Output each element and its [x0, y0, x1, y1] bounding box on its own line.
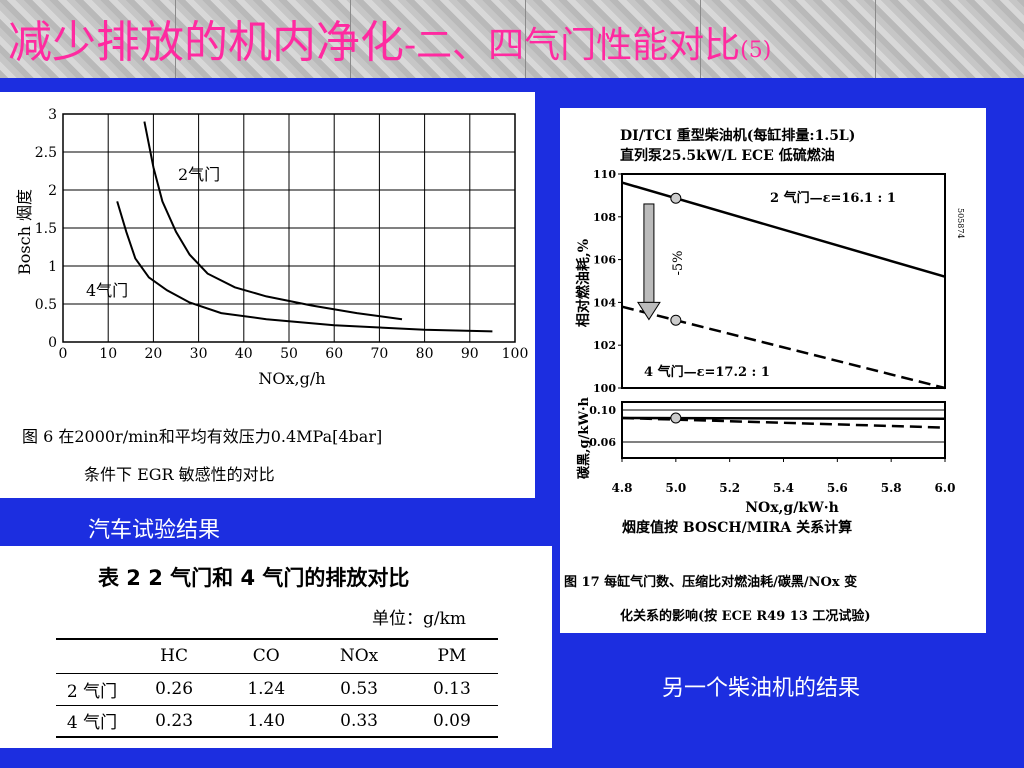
figure-caption-line1: 图 17 每缸气门数、压缩比对燃油耗/碳黑/NOx 变: [564, 574, 857, 590]
tile-divider: [700, 0, 701, 78]
tile-divider: [875, 0, 876, 78]
chart-header-line1: DI/TCI 重型柴油机(每缸排量:1.5L): [620, 127, 855, 144]
chart-panel-diesel: DI/TCI 重型柴油机(每缸排量:1.5L) 直列泵25.5kW/L ECE …: [560, 108, 986, 633]
table-cell: 0.26: [155, 679, 194, 699]
figure-caption-line2: 化关系的影响(按 ECE R49 13 工况试验): [620, 608, 871, 624]
soot-marker: [670, 412, 682, 424]
plot-frame: [621, 173, 946, 389]
y-tick-label: 110: [593, 168, 616, 181]
tile-divider: [175, 0, 176, 78]
x-tick-label: 70: [370, 346, 388, 362]
y-tick-label: 0: [48, 335, 57, 351]
y-axis-label-fuel: 相对燃油耗,%: [575, 239, 592, 327]
table-cell: 0.09: [432, 710, 471, 731]
y-tick-label: 102: [593, 339, 616, 352]
diesel-chart: DI/TCI 重型柴油机(每缸排量:1.5L) 直列泵25.5kW/L ECE …: [564, 127, 965, 624]
x-axis-label: NOx,g/kW·h: [745, 500, 839, 516]
y-tick-label: 106: [593, 254, 616, 267]
table-header-cell: NOx: [339, 646, 379, 667]
table-cell: 4 气门: [66, 713, 118, 734]
series-line-2-valve: [143, 121, 403, 321]
figure-caption-line2: 条件下 EGR 敏感性的对比: [84, 465, 275, 484]
x-tick-label: 10: [99, 346, 117, 362]
x-tick-label: 0: [59, 346, 68, 362]
x-tick-label: 90: [461, 346, 479, 362]
y-tick-label: 0.5: [35, 297, 57, 313]
table-cell: 0.13: [432, 679, 471, 699]
table-unit: 单位：g/km: [372, 609, 467, 629]
table-panel: 表 2 2 气门和 4 气门的排放对比 单位：g/km HC CO NOx PM…: [0, 546, 552, 748]
y-tick-label: 1.5: [35, 221, 57, 237]
table-row: 2 气门 0.26 1.24 0.53 0.13: [56, 673, 498, 705]
marker-4-valve: [670, 314, 682, 326]
x-tick-label: 100: [502, 346, 529, 362]
series-label-4-valve: 4 气门—ε=17.2 : 1: [644, 364, 770, 380]
y-tick-label: 0.10: [589, 404, 616, 417]
annotation-minus-5: -5%: [671, 250, 686, 275]
table-header-cell: CO: [252, 646, 280, 667]
title-number: (5): [740, 38, 772, 63]
caption-right: 另一个柴油机的结果: [662, 676, 861, 701]
table-cell: 1.40: [247, 710, 286, 731]
y-tick-label: 0.06: [589, 436, 616, 449]
title-bar: 减少排放的机内净化-二、四气门性能对比(5): [0, 0, 1024, 78]
title-sub: -二、四气门性能对比: [404, 25, 741, 66]
table-cell: 1.24: [247, 679, 286, 699]
tile-divider: [525, 0, 526, 78]
tile-divider: [350, 0, 351, 78]
x-tick-label: 20: [144, 346, 162, 362]
arrow-head: [637, 301, 661, 321]
y-tick-label: 1: [48, 259, 57, 275]
plot-frame: [62, 113, 516, 343]
x-tick-label: 30: [190, 346, 208, 362]
x-tick-label: 5.6: [827, 481, 848, 495]
side-code: 505874: [956, 208, 965, 239]
x-tick-label: 50: [280, 346, 298, 362]
table-header-cell: PM: [437, 646, 467, 667]
x-tick-label: 5.0: [665, 481, 686, 495]
table-header-cell: HC: [160, 646, 188, 667]
table-cell: 0.33: [340, 710, 378, 731]
y-tick-label: 2: [48, 183, 57, 199]
caption-left: 汽车试验结果: [88, 518, 221, 543]
x-tick-label: 4.8: [612, 481, 633, 495]
legend-label-4-valve: 4气门: [86, 281, 128, 300]
chart-panel-smoke: 0 10 20 30 40 50 60 70 80 90 100 0 0.5 1 1.5 2 2.5 3 NOx,…: [0, 92, 535, 498]
x-tick-label: 40: [235, 346, 253, 362]
y-tick-label: 100: [593, 382, 616, 395]
chart-footer: 烟度值按 BOSCH/MIRA 关系计算: [622, 519, 852, 536]
series-line-4-valve: [116, 201, 493, 333]
y-tick-label: 2.5: [35, 145, 57, 161]
table-header-cell: [56, 639, 128, 673]
y-tick-label: 108: [593, 211, 616, 224]
x-tick-label: 60: [325, 346, 343, 362]
page-title: 减少排放的机内净化-二、四气门性能对比(5): [8, 6, 771, 70]
x-tick-label: 5.4: [773, 481, 794, 495]
x-tick-label: 80: [416, 346, 434, 362]
smoke-chart: 0 10 20 30 40 50 60 70 80 90 100 0 0.5 1 1.5 2 2.5 3 NOx,…: [15, 107, 529, 484]
legend-label-2-valve: 2气门: [178, 165, 220, 184]
figure-caption-line1: 图 6 在2000r/min和平均有效压力0.4MPa[4bar]: [22, 427, 382, 446]
series-label-2-valve: 2 气门—ε=16.1 : 1: [770, 190, 896, 206]
table-row: 4 气门 0.23 1.40 0.33 0.09: [56, 705, 498, 737]
emission-table: HC CO NOx PM 2 气门 0.26 1.24 0.53 0.13 4 …: [56, 638, 498, 738]
y-tick-label: 104: [593, 296, 616, 309]
table-cell: 0.53: [340, 679, 378, 699]
arrow-shaft: [643, 203, 655, 303]
marker-2-valve: [670, 192, 682, 204]
x-tick-label: 5.2: [719, 481, 740, 495]
y-axis-label-soot: 碳黑,g/kW·h: [576, 396, 592, 478]
chart-header-line2: 直列泵25.5kW/L ECE 低硫燃油: [620, 147, 835, 164]
table-cell: 0.23: [155, 710, 194, 731]
table-title: 表 2 2 气门和 4 气门的排放对比: [98, 566, 410, 590]
table-cell: 2 气门: [66, 681, 118, 702]
x-axis-label: NOx,g/h: [258, 369, 325, 388]
title-main: 减少排放的机内净化: [8, 17, 404, 68]
x-tick-label: 6.0: [935, 481, 956, 495]
y-tick-label: 3: [48, 107, 57, 123]
y-axis-label: Bosch 烟度: [15, 189, 34, 275]
x-tick-label: 5.8: [881, 481, 902, 495]
